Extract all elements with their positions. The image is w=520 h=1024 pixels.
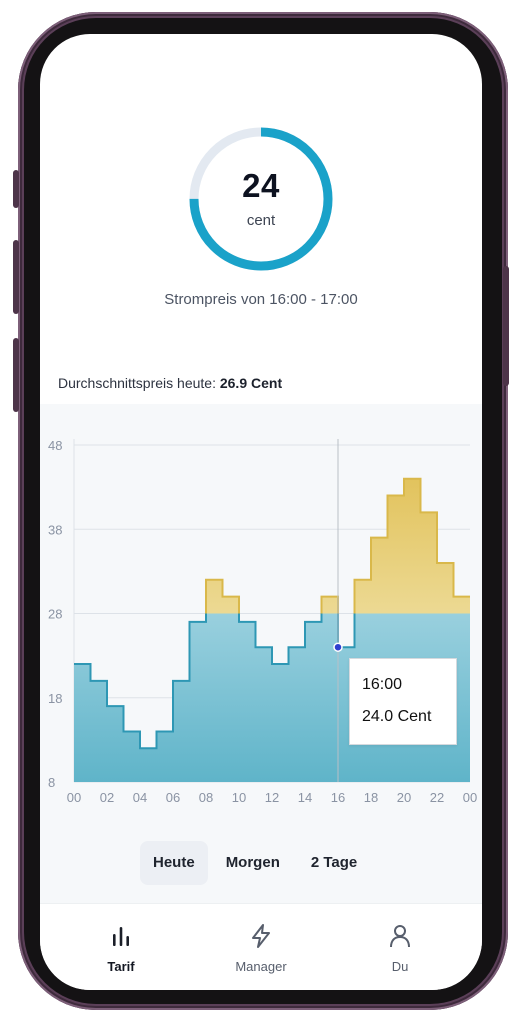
price-ring: 24 cent: [185, 123, 337, 275]
period-tabs: Heute Morgen 2 Tage: [140, 841, 375, 885]
power-button: [503, 266, 509, 386]
x-tick-label: 16: [331, 790, 345, 805]
bottom-navigation: Tarif Manager Du: [40, 903, 482, 990]
current-price-value: 24: [242, 167, 280, 204]
x-tick-label: 08: [199, 790, 213, 805]
x-tick-label: 20: [397, 790, 411, 805]
x-tick-label: 10: [232, 790, 246, 805]
x-tick-label: 00: [67, 790, 81, 805]
x-tick-label: 12: [265, 790, 279, 805]
nav-item-manager[interactable]: Manager: [216, 922, 306, 974]
average-price: Durchschnittspreis heute: 26.9 Cent: [58, 375, 282, 391]
price-tooltip: 16:00 24.0 Cent: [349, 658, 457, 745]
tooltip-time: 16:00: [362, 676, 403, 693]
average-price-label: Durchschnittspreis heute:: [58, 375, 216, 391]
current-price-unit: cent: [246, 212, 276, 229]
bar-chart-icon: [113, 927, 129, 946]
average-price-value: 26.9 Cent: [219, 375, 283, 391]
volume-up-button: [13, 240, 19, 314]
tab-morgen[interactable]: Morgen: [225, 854, 280, 871]
ring-fill: [189, 127, 333, 271]
nav-item-du[interactable]: Du: [355, 922, 445, 974]
tab-heute[interactable]: Heute: [140, 841, 208, 885]
x-tick-label: 04: [133, 790, 147, 805]
y-tick-label: 48: [48, 438, 62, 453]
nav-label-manager: Manager: [235, 959, 287, 974]
y-tick-label: 18: [48, 691, 62, 706]
area-high-price: [206, 478, 470, 614]
price-time-caption: Strompreis von 16:00 - 17:00: [164, 291, 358, 308]
nav-item-tarif[interactable]: Tarif: [76, 922, 166, 974]
lightning-icon: [252, 924, 270, 948]
y-tick-label: 38: [48, 522, 62, 537]
user-icon: [390, 925, 410, 948]
y-tick-label: 8: [48, 775, 55, 790]
tab-2-tage[interactable]: 2 Tage: [310, 854, 358, 871]
mute-switch: [13, 170, 19, 208]
x-tick-label: 06: [166, 790, 180, 805]
x-tick-label: 22: [430, 790, 444, 805]
nav-label-du: Du: [391, 959, 409, 974]
x-tick-label: 00: [463, 790, 477, 805]
x-tick-label: 02: [100, 790, 114, 805]
x-tick-label: 14: [298, 790, 312, 805]
selected-point[interactable]: [333, 642, 343, 652]
tooltip-price: 24.0 Cent: [362, 708, 432, 725]
app-screen: 24 cent Strompreis von 16:00 - 17:00 Dur…: [40, 34, 482, 990]
series-line-low: [74, 613, 356, 750]
x-tick-label: 18: [364, 790, 378, 805]
volume-down-button: [13, 338, 19, 412]
nav-label-tarif: Tarif: [107, 959, 135, 974]
y-tick-label: 28: [48, 607, 62, 622]
series-line-high: [205, 477, 470, 614]
price-ring-graphic: [189, 127, 333, 271]
